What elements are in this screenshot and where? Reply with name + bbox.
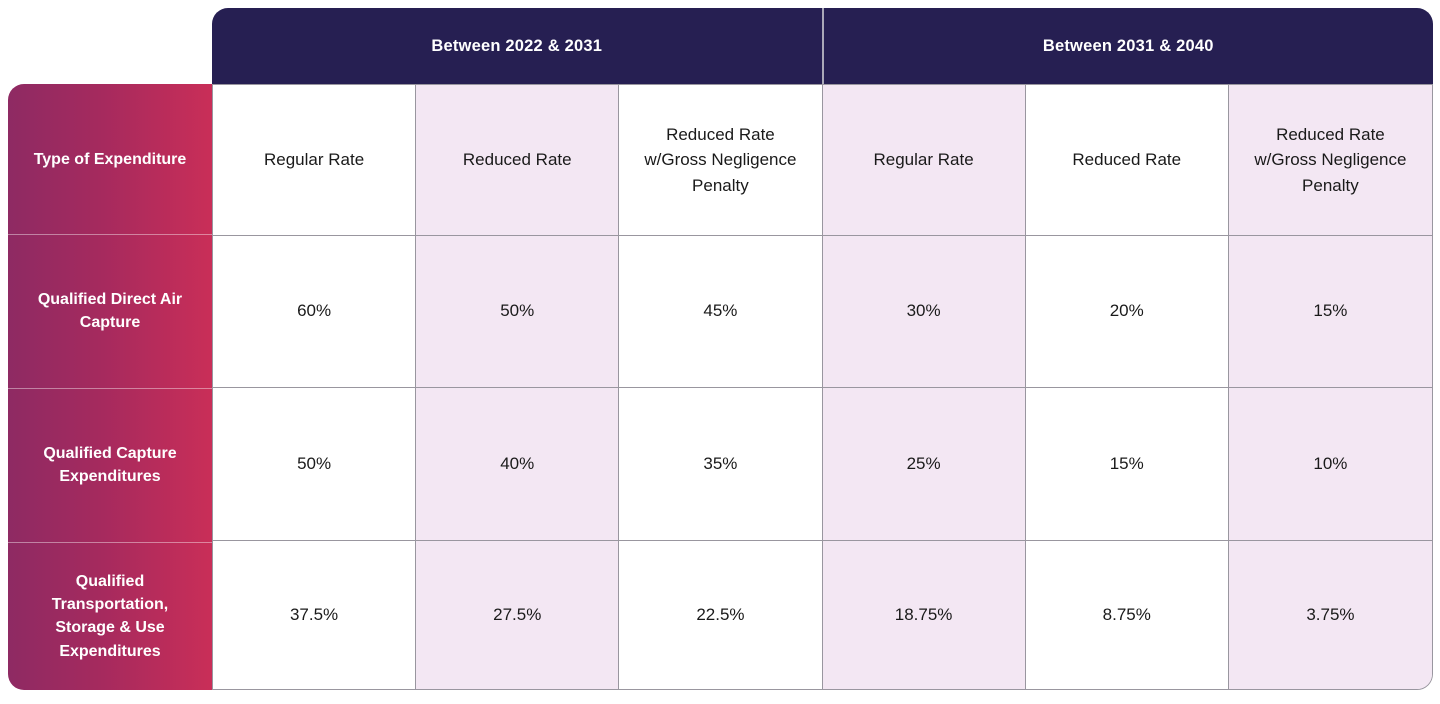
data-value: 50% [500, 301, 535, 321]
column-header-cell: Reduced Rate w/Gross Negligence Penalty [1228, 85, 1432, 236]
group-header-bar: Between 2022 & 2031 Between 2031 & 2040 [212, 8, 1433, 84]
data-value: 15% [1109, 454, 1144, 474]
column-header-cell: Reduced Rate [416, 85, 620, 236]
data-value: 60% [297, 301, 332, 321]
data-cell: 40% [416, 387, 620, 542]
group-header-2022-2031: Between 2022 & 2031 [212, 8, 824, 84]
data-value: 25% [906, 454, 941, 474]
data-value: 45% [703, 301, 738, 321]
data-value: 27.5% [493, 605, 542, 625]
column-header-label: Reduced Rate [1072, 150, 1182, 169]
data-value: 15% [1313, 301, 1348, 321]
column-header-cell: Reduced Rate [1025, 85, 1229, 236]
corner-header-label: Type of Expenditure [33, 150, 187, 168]
row-label-qualified-direct-air-capture: Qualified Direct Air Capture [8, 234, 212, 387]
data-cell: 8.75% [1025, 541, 1229, 689]
group-header-label: Between 2022 & 2031 [431, 36, 603, 55]
row-label-column: Type of Expenditure Qualified Direct Air… [8, 84, 212, 690]
data-value: 40% [500, 454, 535, 474]
column-header-cell: Regular Rate [213, 85, 417, 236]
data-value: 20% [1109, 301, 1144, 321]
data-value: 22.5% [696, 605, 745, 625]
data-cell: 3.75% [1228, 541, 1432, 689]
data-cell: 30% [822, 235, 1026, 388]
data-cell: 20% [1025, 235, 1229, 388]
row-label-qualified-transportation-storage-use: Qualified Transportation, Storage & Use … [8, 541, 212, 690]
data-cell: 10% [1228, 387, 1432, 542]
data-value: 18.75% [894, 605, 953, 625]
column-header-label: Regular Rate [873, 150, 974, 169]
data-value: 10% [1313, 454, 1348, 474]
column-header-label: Regular Rate [263, 150, 365, 169]
data-value: 3.75% [1306, 605, 1355, 625]
data-cell: 60% [213, 235, 417, 388]
row-label-qualified-capture-expenditures: Qualified Capture Expenditures [8, 387, 212, 542]
column-header-label: Reduced Rate w/Gross Negligence Penalty [1254, 124, 1407, 195]
data-cell: 50% [416, 235, 620, 388]
group-header-label: Between 2031 & 2040 [1042, 36, 1214, 55]
data-cell: 15% [1025, 387, 1229, 542]
column-header-label: Reduced Rate [462, 150, 572, 169]
group-header-2031-2040: Between 2031 & 2040 [823, 8, 1433, 84]
corner-header: Type of Expenditure [8, 84, 212, 234]
data-value: 30% [906, 301, 941, 321]
data-value: 37.5% [289, 605, 339, 625]
data-cell: 18.75% [822, 541, 1026, 689]
data-cell: 37.5% [213, 541, 417, 689]
row-label-text: Qualified Transportation, Storage & Use … [51, 572, 169, 660]
data-cell: 50% [213, 387, 417, 542]
data-grid: Regular Rate Reduced Rate Reduced Rate w… [212, 84, 1433, 690]
data-value: 8.75% [1102, 605, 1151, 625]
column-header-cell: Regular Rate [822, 85, 1026, 236]
data-cell: 22.5% [619, 541, 823, 689]
data-cell: 25% [822, 387, 1026, 542]
column-header-cell: Reduced Rate w/Gross Negligence Penalty [619, 85, 823, 236]
data-cell: 15% [1228, 235, 1432, 388]
column-header-label: Reduced Rate w/Gross Negligence Penalty [644, 124, 797, 195]
data-value: 50% [297, 454, 332, 474]
row-label-text: Qualified Capture Expenditures [43, 444, 177, 486]
data-cell: 45% [619, 235, 823, 388]
row-label-text: Qualified Direct Air Capture [37, 291, 183, 332]
data-cell: 35% [619, 387, 823, 542]
data-value: 35% [703, 454, 738, 474]
data-cell: 27.5% [416, 541, 620, 689]
